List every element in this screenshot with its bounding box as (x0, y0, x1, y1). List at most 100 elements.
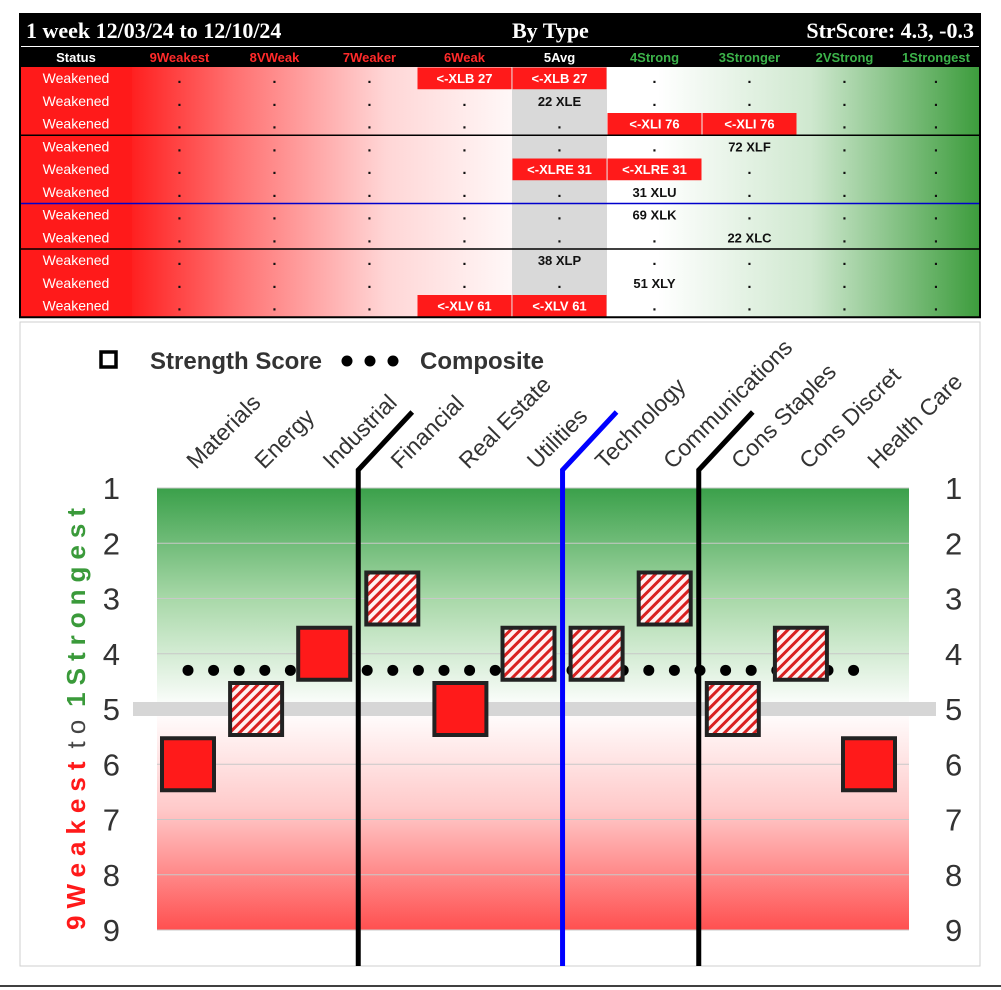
y-tick-left: 3 (103, 582, 120, 617)
table-cell: . (272, 184, 276, 201)
legend-strength-label: Strength Score (150, 348, 322, 375)
table-cell: . (177, 298, 181, 315)
table-cell: . (462, 207, 466, 224)
table-cell: . (652, 70, 656, 87)
table-cell: . (177, 138, 181, 155)
column-header-3: 8VWeak (250, 50, 300, 65)
table-cell: . (842, 184, 846, 201)
table-cell: . (842, 207, 846, 224)
column-header-2: 9Weakest (150, 50, 210, 65)
table-cell: . (367, 161, 371, 178)
table-cell: <-XLB 27 (437, 71, 493, 86)
table-cell: . (462, 229, 466, 246)
composite-dot (208, 664, 220, 676)
category-label: Industrial (317, 389, 401, 473)
table-cell: . (842, 93, 846, 110)
y-axis-title: 9Weakest to 1Strongest (61, 501, 91, 930)
strength-square (841, 736, 897, 793)
composite-dot (387, 664, 399, 676)
table-cell: . (462, 184, 466, 201)
strength-square (160, 736, 216, 793)
table-cell: . (367, 275, 371, 292)
table-cell: . (177, 229, 181, 246)
table-cell: . (747, 252, 751, 269)
table-cell: . (747, 207, 751, 224)
category-label: Energy (249, 403, 319, 473)
composite-dot (848, 664, 860, 676)
legend-dot-icon (387, 355, 399, 367)
table-cell: <-XLB 27 (532, 71, 588, 86)
table-cell: . (462, 275, 466, 292)
status-cell: Weakened (43, 138, 110, 154)
table-cell: . (842, 252, 846, 269)
table-cell: . (272, 161, 276, 178)
table-cell: . (934, 70, 938, 87)
table-cell: . (557, 138, 561, 155)
y-tick-left: 6 (103, 747, 120, 782)
status-cell: Weakened (43, 116, 110, 132)
table-cell: 22 XLE (538, 94, 582, 109)
table-cell: . (747, 275, 751, 292)
table-cell: . (934, 298, 938, 315)
composite-dot (668, 664, 680, 676)
status-cell: Weakened (43, 184, 110, 200)
composite-dot (361, 664, 373, 676)
status-cell: Weakened (43, 252, 110, 268)
table-cell: . (272, 252, 276, 269)
table-cell: . (934, 252, 938, 269)
table-cell: . (272, 93, 276, 110)
status-cell: Weakened (43, 275, 110, 291)
table-cell: . (272, 138, 276, 155)
table-cell: . (557, 184, 561, 201)
composite-dot (489, 664, 501, 676)
composite-dot (182, 664, 194, 676)
table-cell: . (462, 138, 466, 155)
table-cell: . (177, 161, 181, 178)
period-label: 1 week 12/03/24 to 12/10/24 (26, 18, 282, 43)
composite-dot (438, 664, 450, 676)
chart-frame (19, 321, 981, 967)
y-axis-title-weak: 9Weakest (61, 755, 91, 931)
strength-square (772, 625, 829, 682)
table-cell: . (934, 161, 938, 178)
table-cell: . (652, 93, 656, 110)
column-header-5: 6Weak (444, 50, 486, 65)
y-tick-left: 8 (103, 858, 120, 893)
table-cell: . (367, 93, 371, 110)
table-cell: . (934, 93, 938, 110)
composite-dot (412, 664, 424, 676)
table-cell: . (934, 184, 938, 201)
table-cell: <-XLI 76 (629, 117, 679, 132)
composite-dot (720, 664, 732, 676)
composite-dot (643, 664, 655, 676)
table-cell: . (367, 229, 371, 246)
group-separator-line (696, 410, 755, 966)
table-highlight-cell (607, 158, 702, 181)
table-cell: . (177, 275, 181, 292)
score-label: StrScore: 4.3, -0.3 (806, 18, 974, 43)
table-cell: . (367, 70, 371, 87)
table-cell: . (747, 184, 751, 201)
table-highlight-cell (417, 67, 512, 90)
strength-square (432, 681, 489, 737)
legend-composite-label: Composite (420, 348, 544, 375)
legend-dot-icon (341, 355, 353, 367)
y-tick-left: 9 (103, 913, 120, 948)
y-tick-right: 1 (945, 471, 962, 506)
y-tick-left: 2 (103, 526, 120, 561)
category-label: Financial (385, 390, 468, 473)
category-label: Utilities (522, 403, 593, 474)
table-cell: . (177, 70, 181, 87)
y-axis-title-strong: 1Strongest (61, 501, 91, 707)
y-tick-right: 5 (945, 692, 962, 727)
table-cell: 69 XLK (632, 208, 677, 223)
y-tick-left: 5 (103, 692, 120, 727)
table-cell: 38 XLP (538, 253, 582, 268)
y-tick-right: 3 (945, 582, 962, 617)
table-cell: . (842, 229, 846, 246)
table-cell: . (842, 298, 846, 315)
column-header-7: 4Strong (630, 50, 679, 65)
y-tick-right: 2 (945, 526, 962, 561)
column-header-4: 7Weaker (343, 50, 396, 65)
strength-square (296, 625, 353, 682)
